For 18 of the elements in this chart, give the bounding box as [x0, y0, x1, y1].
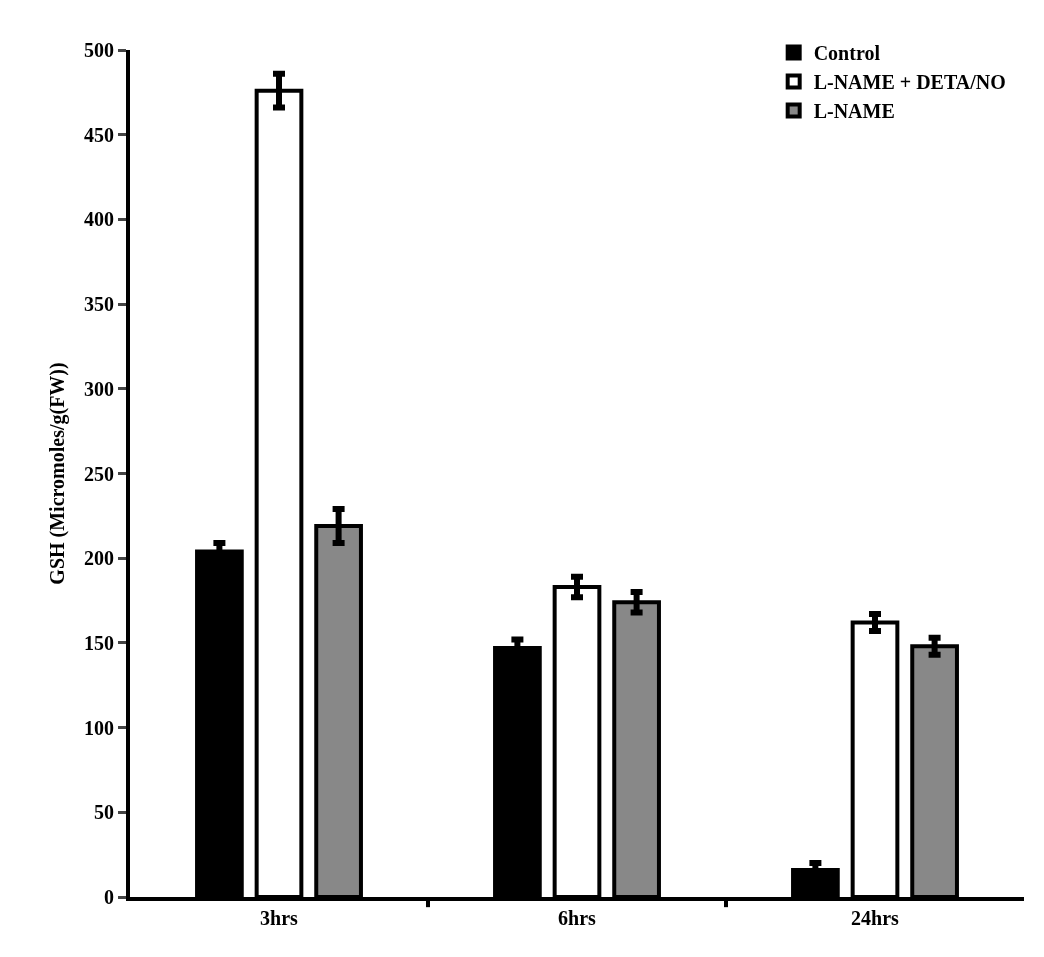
y-tick-label: 450: [84, 123, 114, 146]
legend-label: L-NAME: [813, 100, 895, 123]
y-tick-label: 300: [84, 377, 114, 400]
y-tick-label: 400: [84, 208, 114, 231]
x-tick-label: 6hrs: [558, 907, 597, 929]
y-axis-title: GSH (Micromoles/g(FW)): [46, 362, 69, 585]
y-tick-label: 150: [84, 631, 114, 654]
y-tick-label: 0: [104, 886, 114, 908]
y-tick-label: 100: [84, 716, 114, 739]
y-tick-label: 500: [84, 39, 114, 61]
legend-label: Control: [813, 42, 881, 65]
legend-label: L-NAME + DETA/NO: [813, 71, 1006, 94]
y-tick-label: 50: [94, 801, 114, 824]
x-tick-label: 24hrs: [851, 907, 900, 929]
y-tick-label: 250: [84, 462, 114, 485]
y-tick-label: 200: [84, 547, 114, 570]
y-tick-label: 350: [84, 293, 114, 316]
x-tick-label: 3hrs: [260, 907, 299, 929]
